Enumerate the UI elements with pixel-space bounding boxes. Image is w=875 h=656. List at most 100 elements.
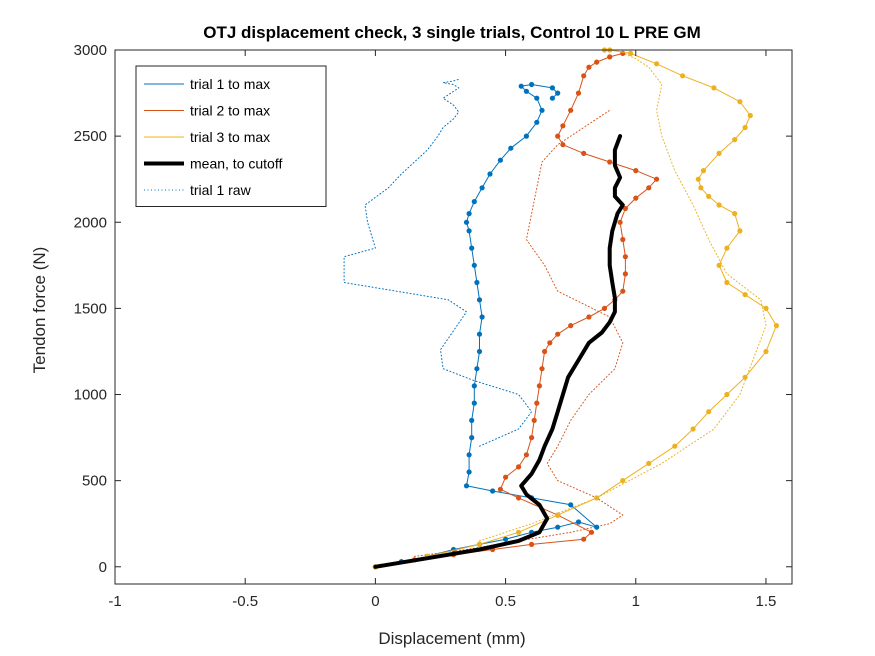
series-1-point (536, 383, 543, 389)
series-1-point (542, 348, 548, 355)
axes-box (114, 49, 793, 585)
series-2-point (724, 391, 730, 398)
legend: trial 1 to max trial 2 to max trial 3 to m… (135, 65, 327, 207)
series-line-5 (413, 109, 624, 557)
series-1-point (560, 123, 566, 129)
series-0-point (508, 145, 514, 151)
series-1-point (534, 400, 540, 406)
y-tick-label: 2500 (74, 128, 107, 145)
series-1-point (622, 205, 629, 212)
series-0-point (487, 171, 493, 177)
series-0-point (555, 90, 561, 96)
series-1-point (586, 64, 592, 70)
series-1-point (622, 271, 629, 277)
series-1-point (633, 195, 639, 201)
series-1-point (581, 536, 587, 542)
series-0-point (466, 211, 472, 217)
series-0-point (471, 199, 477, 205)
series-2-point (680, 73, 686, 79)
series-1-point (607, 54, 613, 60)
series-0-point (469, 435, 475, 441)
x-tick-label: 0.5 (495, 593, 516, 610)
series-2-point (724, 245, 730, 251)
series-0-point (555, 524, 561, 530)
series-0-point (568, 502, 574, 508)
series-0-point (474, 366, 480, 372)
legend-label: mean, to cutoff (190, 156, 282, 172)
series-2-point (732, 211, 738, 217)
series-0-point (471, 400, 477, 406)
series-2-point (690, 426, 696, 432)
series-2-point (654, 61, 660, 67)
series-0-point (490, 488, 496, 494)
series-6 (479, 52, 767, 542)
series-1-point (617, 219, 623, 225)
series-0-point (466, 228, 472, 234)
series-1-point (516, 464, 522, 470)
series-1-point (654, 176, 660, 182)
x-axis-label: Displacement (mm) (378, 629, 525, 648)
series-line-3 (373, 134, 625, 569)
series-2-point (555, 512, 561, 518)
series-0-point (534, 119, 540, 125)
series-2-point (716, 262, 722, 268)
series-line-6 (479, 52, 767, 542)
legend-label: trial 3 to max (190, 129, 270, 145)
series-0-point (594, 524, 600, 530)
series-0-point (518, 83, 524, 89)
series-1-point (539, 366, 545, 372)
series-2-point (711, 85, 717, 91)
ticks-layer: -1 -0.5 0 0.5 1 1.5 0 500 1000 1500 2000 2500 3000 (74, 42, 792, 610)
series-2-point (706, 193, 712, 199)
series-2-point (737, 228, 743, 234)
series-2-point (620, 478, 626, 484)
series-1-point (622, 254, 629, 260)
series-1-point (601, 305, 608, 311)
series-2-point (737, 99, 743, 105)
x-tick-label: 1.5 (756, 593, 777, 610)
y-axis-label: Tendon force (N) (30, 247, 49, 374)
legend-entry: trial 1 to max (144, 76, 270, 92)
series-1-point (555, 331, 561, 337)
series-2-point (698, 185, 704, 191)
series-1-point (555, 133, 561, 139)
series-2-point (695, 176, 701, 182)
series-2-point (706, 409, 712, 415)
series-0-point (476, 331, 483, 337)
series-0-point (503, 536, 509, 542)
series-0-point (523, 133, 530, 139)
y-tick-label: 0 (99, 559, 107, 576)
series-0-point (466, 452, 472, 458)
series-2-point (700, 168, 707, 174)
series-2-point (732, 137, 738, 143)
y-tick-label: 500 (82, 473, 107, 490)
x-tick-label: -0.5 (232, 593, 258, 610)
series-0-point (575, 519, 582, 525)
legend-box (135, 65, 327, 207)
series-2 (372, 47, 780, 570)
series-0-point (549, 95, 556, 101)
series-1-point (581, 150, 587, 156)
series-3 (373, 134, 625, 569)
series-1-point (560, 142, 566, 148)
y-tick-label: 1000 (74, 387, 107, 404)
series-1-point (633, 168, 639, 174)
x-tick-label: 0 (371, 593, 379, 610)
series-0-point (463, 483, 470, 489)
legend-entry: mean, to cutoff (144, 156, 282, 172)
legend-label: trial 2 to max (190, 103, 270, 119)
series-1-point (588, 529, 595, 535)
legend-label: trial 1 to max (190, 76, 270, 92)
series-0-point (549, 85, 556, 91)
series-2-point (747, 112, 753, 119)
series-1-point (646, 185, 652, 191)
x-tick-label: -1 (108, 593, 121, 610)
series-1-point (594, 59, 600, 65)
series-0-point (476, 348, 483, 355)
series-0-point (466, 469, 472, 475)
series-2-point (773, 323, 780, 329)
series-2-point (516, 529, 522, 535)
series-0-point (474, 279, 480, 286)
series-1-point (607, 159, 613, 165)
